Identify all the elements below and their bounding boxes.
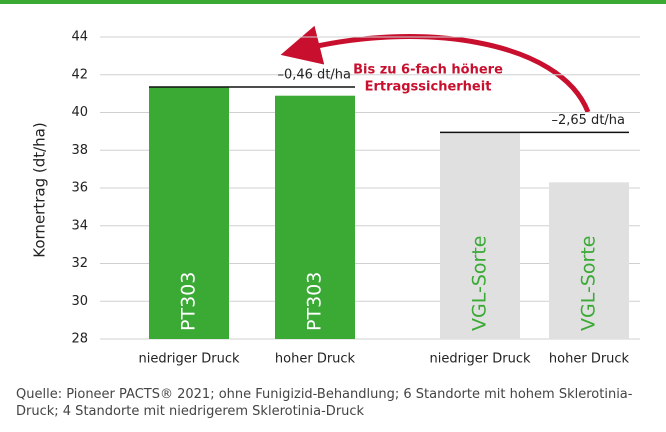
y-tick-label: 44 — [71, 30, 88, 45]
y-tick-label: 40 — [71, 105, 88, 120]
bar — [440, 132, 520, 339]
chart: Kornertrag (dt/ha) Bis zu 6-fach höhere … — [0, 0, 666, 367]
callout: Bis zu 6-fach höhere — [353, 63, 503, 78]
bar-label: PT303 — [304, 272, 326, 331]
bar-label: VGL-Sorte — [578, 236, 600, 331]
difference-label: –0,46 dt/ha — [277, 68, 351, 83]
y-tick-label: 28 — [71, 332, 88, 347]
x-tick-label: hoher Druck — [549, 352, 630, 367]
x-tick-label: hoher Druck — [275, 352, 356, 367]
callout: Ertragssicherheit — [365, 80, 492, 95]
y-axis-label: Kornertrag (dt/ha) — [31, 122, 49, 257]
bar — [275, 95, 355, 339]
y-tick-label: 36 — [71, 181, 88, 196]
y-tick-label: 38 — [71, 143, 88, 158]
y-tick-label: 42 — [71, 67, 88, 82]
y-tick-label: 30 — [71, 294, 88, 309]
x-tick-label: niedriger Druck — [429, 352, 531, 367]
bar — [149, 87, 229, 339]
bar-label: PT303 — [178, 272, 200, 331]
top-rule — [0, 0, 666, 4]
bar — [549, 182, 629, 339]
footnote: Quelle: Pioneer PACTS® 2021; ohne Funigi… — [16, 387, 633, 419]
bar-label: VGL-Sorte — [469, 236, 491, 331]
difference-label: –2,65 dt/ha — [551, 113, 625, 128]
y-tick-label: 32 — [71, 256, 88, 271]
y-tick-label: 34 — [71, 218, 88, 233]
x-tick-label: niedriger Druck — [138, 352, 240, 367]
callout-arrow — [280, 25, 591, 113]
